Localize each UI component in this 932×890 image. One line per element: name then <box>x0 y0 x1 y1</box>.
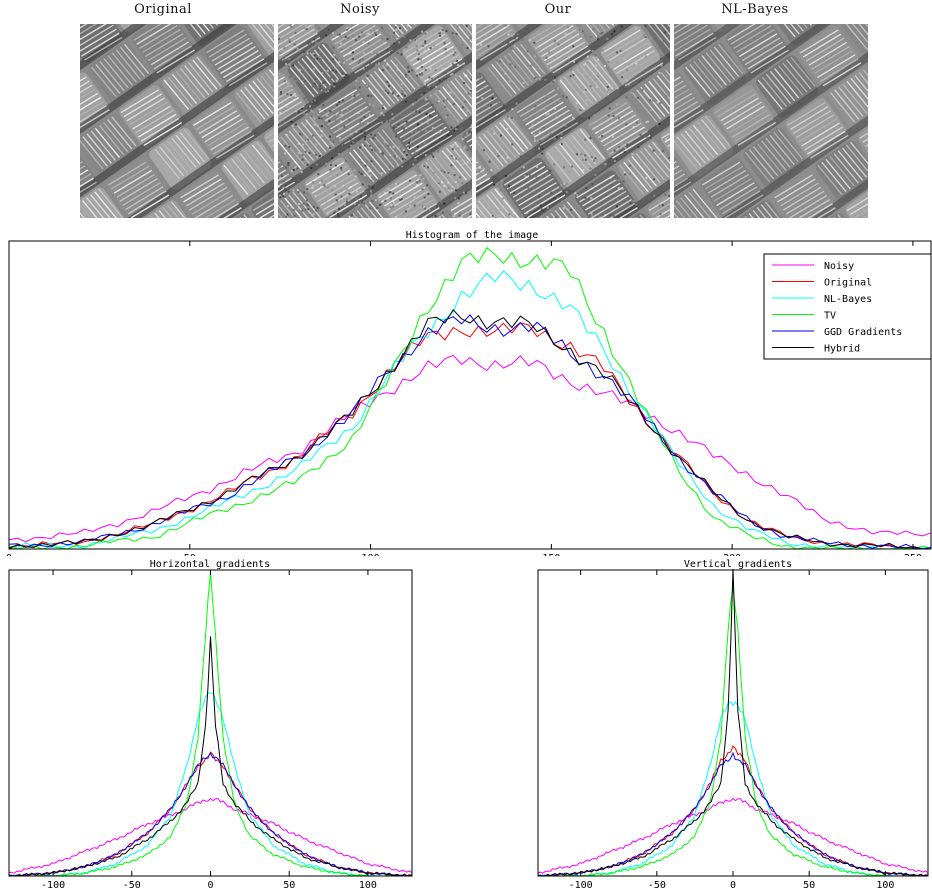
histogram-lines <box>8 246 932 550</box>
series-line-nl-bayes <box>538 700 928 877</box>
series-line-hybrid <box>8 636 413 877</box>
x-tick-label: 0 <box>207 880 213 890</box>
x-tick-label: 100 <box>359 880 377 890</box>
legend-label: Hybrid <box>824 344 860 355</box>
x-tick-label: 50 <box>803 880 815 890</box>
legend-label: Original <box>824 278 872 289</box>
legend-label: GGD Gradients <box>824 327 902 338</box>
gradient-lines <box>537 568 929 877</box>
series-line-nl-bayes <box>9 692 412 877</box>
horizontal-gradients-chart: Horizontal gradients -100 -50 0 50 100 <box>8 559 413 890</box>
x-tick-label: 100 <box>876 880 894 890</box>
series-line-tv <box>8 246 932 550</box>
chart-title: Vertical gradients <box>684 559 792 570</box>
plot-frame <box>8 569 413 877</box>
series-line-original <box>8 751 413 877</box>
legend-label: Noisy <box>824 261 854 272</box>
series-line-hybrid <box>537 568 929 877</box>
series-line-ggd-gradients <box>8 314 932 550</box>
series-line-noisy <box>8 797 413 874</box>
gradient-x-axis: -100 -50 0 50 100 <box>569 570 894 890</box>
series-line-original <box>537 745 929 877</box>
histogram-chart: Histogram of the image 0 50 100 150 200 250 N… <box>6 230 932 556</box>
plot-frame <box>537 569 929 877</box>
texture-image-our <box>476 24 670 218</box>
plot-frame <box>8 240 932 550</box>
x-tick-label: 250 <box>904 553 922 556</box>
x-tick-label: 50 <box>184 553 196 556</box>
legend-label: NL-Bayes <box>824 294 872 305</box>
series-line-tv <box>537 587 928 877</box>
x-tick-label: -50 <box>648 880 666 890</box>
chart-title: Histogram of the image <box>406 230 538 241</box>
x-tick-label: 50 <box>283 880 295 890</box>
series-line-noisy <box>8 354 932 543</box>
x-tick-label: 100 <box>362 553 380 556</box>
panel-title-original: Original <box>134 2 192 17</box>
texture-image-nl-bayes <box>674 24 868 218</box>
vertical-gradients-chart: Vertical gradients -100 -50 0 50 100 <box>537 559 929 890</box>
series-line-noisy <box>537 797 929 874</box>
x-tick-label: 150 <box>542 553 560 556</box>
panel-title-noisy: Noisy <box>340 2 380 17</box>
x-tick-label: 0 <box>6 553 12 556</box>
x-tick-label: -50 <box>123 880 141 890</box>
series-line-tv <box>8 571 412 877</box>
histogram-x-axis: 0 50 100 150 200 250 <box>6 241 922 556</box>
legend-label: TV <box>824 311 836 322</box>
x-tick-label: -100 <box>41 880 65 890</box>
series-line-nl-bayes <box>8 270 932 550</box>
gradient-x-axis: -100 -50 0 50 100 <box>41 570 377 890</box>
panel-title-our: Our <box>544 2 572 17</box>
x-tick-label: 200 <box>723 553 741 556</box>
gradient-lines <box>8 571 413 877</box>
legend-box <box>763 253 932 360</box>
x-tick-label: 0 <box>730 880 736 890</box>
texture-image-noisy <box>278 24 472 218</box>
texture-image-original <box>80 24 274 218</box>
legend: Noisy Original NL-Bayes TV GGD Gradients Hybr… <box>763 253 932 360</box>
x-tick-label: -100 <box>569 880 593 890</box>
chart-title: Horizontal gradients <box>150 559 270 570</box>
series-line-hybrid <box>8 308 931 550</box>
panel-title-nl-bayes: NL-Bayes <box>721 2 789 17</box>
